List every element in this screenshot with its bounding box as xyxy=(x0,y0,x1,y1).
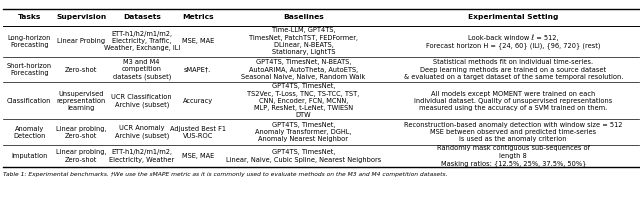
Text: MSE, MAE: MSE, MAE xyxy=(182,153,214,159)
Text: ETT-h1/h2/m1/m2,
Electricity, Traffic,
Weather, Exchange, ILI: ETT-h1/h2/m1/m2, Electricity, Traffic, W… xyxy=(104,31,180,51)
Text: Zero-shot: Zero-shot xyxy=(65,67,97,72)
Text: M3 and M4
competition
datasets (subset): M3 and M4 competition datasets (subset) xyxy=(113,59,171,80)
Text: GPT4TS, TimesNet,
TS2Vec, T-Loss, TNC, TS-TCC, TST,
CNN, Encoder, FCN, MCNN,
MLP: GPT4TS, TimesNet, TS2Vec, T-Loss, TNC, T… xyxy=(247,83,360,118)
Text: Linear probing,
Zero-shot: Linear probing, Zero-shot xyxy=(56,126,107,139)
Text: UCR Classification
Archive (subset): UCR Classification Archive (subset) xyxy=(111,94,172,108)
Text: Classification: Classification xyxy=(7,98,51,104)
Text: Unsupervised
representation
learning: Unsupervised representation learning xyxy=(57,91,106,111)
Text: Imputation: Imputation xyxy=(11,153,47,159)
Text: Look-back window ℓ = 512,
Forecast horizon H = {24, 60} (ILI), {96, 720} (rest): Look-back window ℓ = 512, Forecast horiz… xyxy=(426,34,600,49)
Text: Supervision: Supervision xyxy=(56,14,106,20)
Text: Reconstruction-based anomaly detection with window size = 512
MSE between observ: Reconstruction-based anomaly detection w… xyxy=(404,122,623,142)
Text: Time-LLM, GPT4TS,
TimesNet, PatchTST, FEDFormer,
DLinear, N-BEATS,
Stationary, L: Time-LLM, GPT4TS, TimesNet, PatchTST, FE… xyxy=(249,27,358,55)
Text: Baselines: Baselines xyxy=(283,14,324,20)
Text: GPT4TS, TimesNet,
Anomaly Transformer, DGHL,
Anomaly Nearest Neighbor: GPT4TS, TimesNet, Anomaly Transformer, D… xyxy=(255,122,351,142)
Text: Accuracy: Accuracy xyxy=(182,98,212,104)
Text: sMAPE†.: sMAPE†. xyxy=(184,67,211,72)
Text: Table 1: Experimental benchmarks. †We use the sMAPE metric as it is commonly use: Table 1: Experimental benchmarks. †We us… xyxy=(3,172,448,177)
Text: Anomaly
Detection: Anomaly Detection xyxy=(13,126,45,139)
Text: Tasks: Tasks xyxy=(17,14,41,20)
Text: UCR Anomaly
Archive (subset): UCR Anomaly Archive (subset) xyxy=(115,125,169,139)
Text: Statistical methods fit on individual time-series.
Deep learning methods are tra: Statistical methods fit on individual ti… xyxy=(403,59,623,80)
Text: MSE, MAE: MSE, MAE xyxy=(182,38,214,44)
Text: Linear Probing: Linear Probing xyxy=(58,38,106,44)
Text: GPT4TS, TimesNet,
Linear, Naive, Cubic Spline, Nearest Neighbors: GPT4TS, TimesNet, Linear, Naive, Cubic S… xyxy=(226,149,381,163)
Text: Randomly mask contiguous sub-sequences of
length 8
Masking ratios: {12.5%, 25%, : Randomly mask contiguous sub-sequences o… xyxy=(436,145,589,167)
Text: ETT-h1/h2/m1/m2,
Electricity, Weather: ETT-h1/h2/m1/m2, Electricity, Weather xyxy=(109,149,174,163)
Text: Long-horizon
Forecasting: Long-horizon Forecasting xyxy=(8,35,51,48)
Text: All models except MOMENT were trained on each
individual dataset. Quality of uns: All models except MOMENT were trained on… xyxy=(414,91,612,111)
Text: Short-horizon
Forecasting: Short-horizon Forecasting xyxy=(6,63,52,76)
Text: Datasets: Datasets xyxy=(123,14,161,20)
Text: Linear probing,
Zero-shot: Linear probing, Zero-shot xyxy=(56,149,107,163)
Text: Adjusted Best F1
VUS-ROC: Adjusted Best F1 VUS-ROC xyxy=(170,126,226,139)
Text: GPT4TS, TimesNet, N-BEATS,
AutoARIMA, AutoTheta, AutoETS,
Seasonal Naive, Naive,: GPT4TS, TimesNet, N-BEATS, AutoARIMA, Au… xyxy=(241,59,365,80)
Text: Experimental Setting: Experimental Setting xyxy=(468,14,558,20)
Text: Metrics: Metrics xyxy=(182,14,214,20)
